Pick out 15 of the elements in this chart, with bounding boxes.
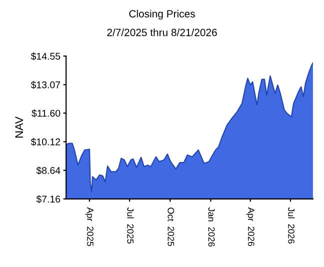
chart-subtitle: 2/7/2025 thru 8/21/2026 [107, 28, 217, 36]
x-tick-label: Jul 2026 [288, 207, 295, 244]
y-tick-label: $14.55 [30, 52, 60, 60]
x-tick-label: Apr 2025 [85, 207, 94, 246]
y-tick-label: $8.64 [36, 166, 60, 175]
y-tick-label: $7.16 [36, 195, 60, 204]
x-tick-label: Apr 2026 [246, 207, 254, 246]
y-tick-label: $13.07 [30, 81, 60, 89]
y-tick-label: $10.12 [30, 138, 60, 146]
y-tick-label: $11.60 [32, 109, 60, 118]
x-tick-label: Oct 2025 [168, 208, 174, 246]
x-tick-label: Jul 2025 [127, 207, 134, 244]
y-axis-title: NAV [15, 116, 23, 138]
x-tick-label: Jan 2026 [208, 207, 215, 247]
chart-title: Closing Prices [129, 10, 195, 20]
